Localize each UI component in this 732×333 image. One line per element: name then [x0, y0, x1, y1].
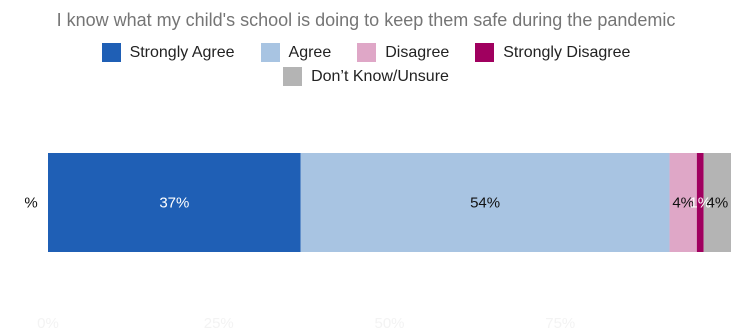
data-label-agree: 54%	[470, 195, 500, 212]
legend-label-disagree: Disagree	[385, 43, 450, 61]
legend-row-1: Strongly Agree Agree Disagree Strongly D…	[0, 43, 732, 62]
data-label-dont-know: 4%	[706, 195, 728, 212]
legend-swatch-agree	[260, 43, 280, 62]
x-tick-label: 25%	[204, 315, 234, 332]
legend-item-agree: Agree	[260, 43, 332, 62]
legend-label-strongly-agree: Strongly Agree	[129, 43, 235, 61]
data-label-disagree: 4%	[672, 195, 694, 212]
legend-label-strongly-disagree: Strongly Disagree	[503, 43, 631, 61]
legend-item-disagree: Disagree	[357, 43, 449, 62]
category-label: %	[24, 195, 37, 212]
bar-segment-dont-know	[703, 153, 731, 252]
x-tick-label: 75%	[545, 315, 575, 332]
legend-label-agree: Agree	[288, 43, 332, 61]
chart-title: I know what my child's school is doing t…	[56, 10, 676, 30]
legend-item-strongly-agree: Strongly Agree	[101, 43, 235, 62]
data-label-strongly-agree: 37%	[159, 195, 189, 212]
legend-swatch-disagree	[357, 43, 377, 62]
legend-swatch-strongly-disagree	[475, 43, 495, 62]
data-label-strongly-disagree: 1%	[689, 195, 711, 212]
x-tick-label: 50%	[374, 315, 404, 332]
legend-swatch-strongly-agree	[101, 43, 121, 62]
legend-label-dont-know: Don’t Know/Unsure	[311, 67, 449, 85]
bar-segment-disagree	[669, 153, 697, 252]
legend-item-dont-know: Don’t Know/Unsure	[283, 67, 449, 86]
bar-segment-agree	[300, 153, 670, 252]
bar-segment-strongly-agree	[48, 153, 301, 252]
x-tick-label: 0%	[37, 315, 59, 332]
bar-segment-strongly-disagree	[696, 153, 704, 252]
legend-swatch-dont-know	[283, 67, 303, 86]
legend-row-2: Don’t Know/Unsure	[0, 67, 732, 86]
legend-item-strongly-disagree: Strongly Disagree	[475, 43, 630, 62]
